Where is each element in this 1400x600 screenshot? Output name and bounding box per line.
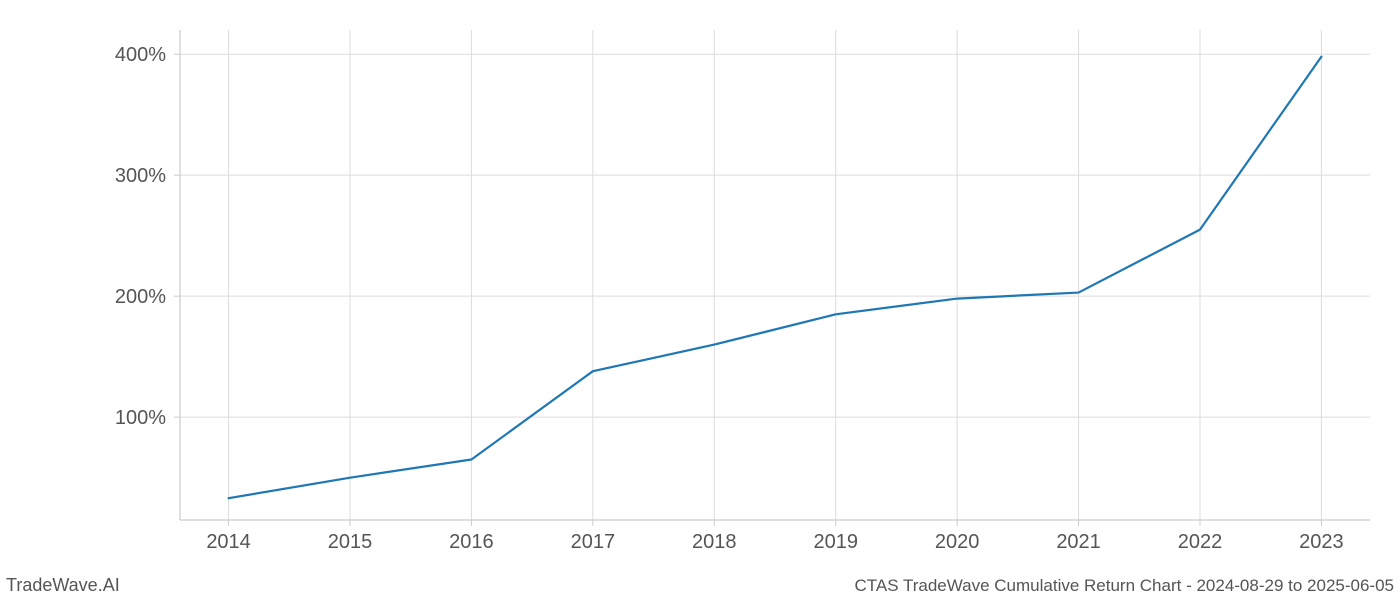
footer-caption: CTAS TradeWave Cumulative Return Chart -… [854, 576, 1394, 596]
chart-svg: 2014 2015 2016 2017 2018 2019 2020 2021 2022 2023… [0, 0, 1400, 600]
x-tick-label: 2019 [813, 531, 858, 553]
x-tick-label: 2017 [571, 531, 616, 553]
y-tick-label: 400% [115, 44, 166, 66]
x-tick-label: 2014 [206, 531, 251, 553]
cumulative-return-chart: 2014 2015 2016 2017 2018 2019 2020 2021 2022 2023… [0, 0, 1400, 600]
x-tick-label: 2018 [692, 531, 737, 553]
footer-brand: TradeWave.AI [6, 575, 120, 596]
x-tick-label: 2023 [1299, 531, 1344, 553]
y-tick-label: 100% [115, 407, 166, 429]
x-tick-label: 2016 [449, 531, 494, 553]
x-tick-label: 2015 [328, 531, 373, 553]
x-tick-label: 2022 [1178, 531, 1223, 553]
y-tick-label: 300% [115, 165, 166, 187]
y-tick-label: 200% [115, 286, 166, 308]
x-tick-label: 2020 [935, 531, 980, 553]
x-tick-label: 2021 [1056, 531, 1101, 553]
